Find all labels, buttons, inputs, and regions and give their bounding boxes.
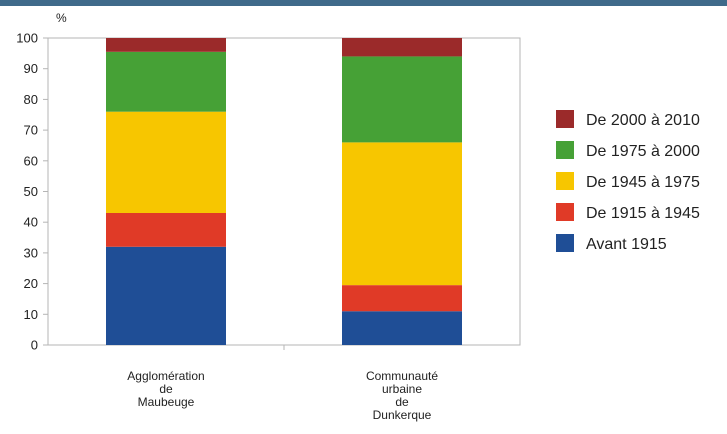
- legend-swatch: [556, 234, 574, 252]
- legend-label: De 1915 à 1945: [586, 205, 700, 222]
- y-tick-label: 30: [24, 245, 38, 260]
- bar-segment: [342, 56, 462, 143]
- y-axis-unit: %: [56, 11, 67, 25]
- bar-segment: [106, 51, 226, 112]
- x-category-label: Communauté: [366, 369, 438, 383]
- y-tick-label: 100: [16, 31, 38, 46]
- bar-segment: [106, 111, 226, 213]
- y-tick-label: 40: [24, 215, 38, 230]
- x-category-label: de: [395, 395, 409, 409]
- x-category-label: Agglomération: [127, 369, 204, 383]
- legend-label: De 1975 à 2000: [586, 143, 700, 160]
- legend-swatch: [556, 110, 574, 128]
- y-axis-ticks: 0 10 20 30 40 50 60 70 80 90 100: [16, 31, 48, 353]
- bar-segment: [342, 38, 462, 57]
- y-tick-label: 70: [24, 123, 38, 138]
- bar-segment: [106, 38, 226, 52]
- top-accent-bar: [0, 0, 727, 6]
- legend-label: Avant 1915: [586, 236, 667, 253]
- legend-swatch: [556, 141, 574, 159]
- legend-label: De 2000 à 2010: [586, 112, 700, 129]
- x-category-label: de: [159, 382, 173, 396]
- y-tick-label: 80: [24, 92, 38, 107]
- bar-segment: [342, 142, 462, 286]
- y-tick-label: 50: [24, 184, 38, 199]
- legend-swatch: [556, 203, 574, 221]
- x-category-label: Dunkerque: [373, 408, 432, 422]
- bar-segment: [106, 212, 226, 247]
- bar-segment: [342, 285, 462, 312]
- y-tick-label: 0: [31, 338, 38, 353]
- x-category-label: urbaine: [382, 382, 422, 396]
- legend-swatch: [556, 172, 574, 190]
- legend: De 2000 à 2010 De 1975 à 2000 De 1945 à 19…: [556, 110, 700, 253]
- legend-label: De 1945 à 1975: [586, 174, 700, 191]
- bars: [106, 38, 462, 345]
- x-axis-categories: AgglomérationdeMaubeugeCommunautéurbaine…: [127, 369, 438, 422]
- y-tick-label: 60: [24, 153, 38, 168]
- y-tick-label: 90: [24, 61, 38, 76]
- y-tick-label: 10: [24, 307, 38, 322]
- bar-segment: [342, 311, 462, 345]
- y-tick-label: 20: [24, 276, 38, 291]
- x-category-label: Maubeuge: [138, 395, 195, 409]
- bar-segment: [106, 246, 226, 345]
